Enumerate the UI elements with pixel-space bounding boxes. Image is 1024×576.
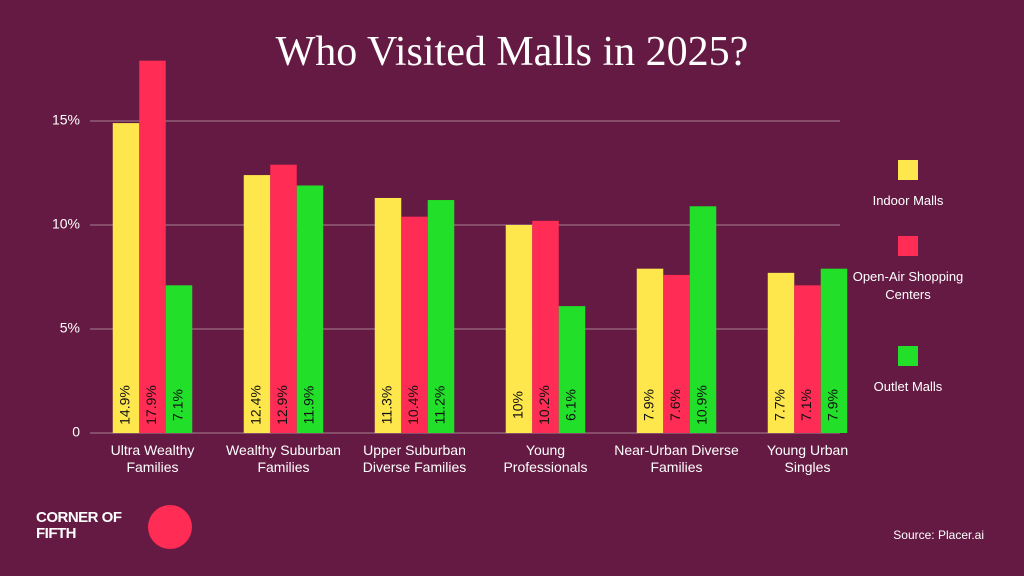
value-label: 7.9% <box>641 389 657 421</box>
bar <box>296 185 324 433</box>
bar <box>401 216 428 433</box>
value-label: 14.9% <box>117 385 133 425</box>
bar <box>689 206 717 433</box>
legend-swatch <box>898 236 918 256</box>
chart-title: Who Visited Malls in 2025? <box>275 29 749 75</box>
value-label: 10.9% <box>694 385 710 425</box>
value-label: 7.6% <box>667 389 683 421</box>
y-tick-label: 15% <box>52 112 80 128</box>
x-tick-label: Near-Urban Diverse Families <box>614 442 739 475</box>
bar <box>374 197 402 433</box>
legend-label: Indoor Malls <box>872 193 944 208</box>
y-tick-label: 5% <box>60 320 80 336</box>
bar <box>243 175 271 433</box>
x-tick-label: Ultra Wealthy Families <box>110 442 195 475</box>
x-tick-label: Upper Suburban Diverse Families <box>362 442 467 475</box>
value-label: 11.3% <box>379 386 395 425</box>
bar <box>112 123 140 433</box>
value-label: 6.1% <box>563 389 579 421</box>
bar <box>427 200 455 433</box>
value-label: 7.9% <box>825 389 841 421</box>
y-tick-label: 0 <box>72 424 80 440</box>
value-label: 11.2% <box>432 386 448 425</box>
value-label: 17.9% <box>143 385 159 425</box>
bar <box>270 164 297 433</box>
bar <box>820 268 848 433</box>
legend-swatch <box>898 346 918 366</box>
bar <box>663 274 690 433</box>
y-tick-label: 10% <box>52 216 80 232</box>
legend-swatch <box>898 160 918 180</box>
value-label: 10.4% <box>405 385 421 425</box>
value-label: 12.9% <box>274 385 290 425</box>
value-label: 10.2% <box>536 385 552 425</box>
value-label: 12.4% <box>248 385 264 425</box>
logo: CORNER OF FIFTH <box>36 509 122 542</box>
bar <box>636 268 664 433</box>
value-label: 11.9% <box>301 386 317 425</box>
badge <box>148 505 192 549</box>
bar <box>794 285 821 433</box>
bar <box>139 60 166 434</box>
bar <box>505 225 533 433</box>
bar <box>165 285 193 433</box>
source: Source: Placer.ai <box>893 528 984 542</box>
value-label: 7.1% <box>170 389 186 421</box>
bar <box>767 272 795 433</box>
value-label: 10% <box>510 391 526 419</box>
bar <box>558 306 586 433</box>
x-tick-label: Young Professionals <box>503 442 588 475</box>
bar <box>532 220 559 433</box>
value-label: 7.1% <box>798 389 814 421</box>
legend-label: Outlet Malls <box>873 379 943 394</box>
legend-label: Open-Air Shopping Centers <box>852 269 964 302</box>
x-tick-label: Wealthy Suburban Families <box>226 442 341 475</box>
value-label: 7.7% <box>772 389 788 421</box>
x-tick-label: Young Urban Singles <box>766 442 849 475</box>
